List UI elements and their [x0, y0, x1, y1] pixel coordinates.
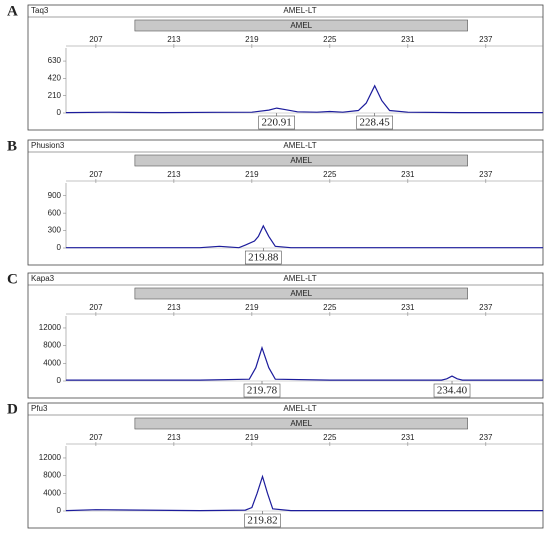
- panel-frame: [27, 4, 544, 131]
- panel-letter: C: [7, 271, 18, 287]
- y-tick-label: 12000: [39, 323, 62, 332]
- x-tick-label: 231: [401, 35, 415, 44]
- x-tick-label: 225: [323, 35, 337, 44]
- sample-name: Pfu3: [31, 404, 48, 413]
- marker-bin: [134, 154, 468, 167]
- x-tick-label: 219: [245, 35, 259, 44]
- y-tick-label: 300: [48, 226, 62, 235]
- y-tick-label: 0: [57, 243, 62, 252]
- trace: [66, 345, 543, 381]
- peak-label: 219.82: [247, 515, 277, 527]
- panel-letter: D: [7, 401, 18, 417]
- y-tick-label: 4000: [43, 358, 61, 367]
- x-tick-label: 237: [479, 35, 493, 44]
- y-tick-label: 8000: [43, 341, 61, 350]
- y-tick-label: 0: [57, 376, 62, 385]
- x-tick-label: 219: [245, 433, 259, 442]
- locus-name: AMEL-LT: [283, 141, 316, 150]
- peak-label-box: [243, 383, 281, 398]
- peak-label-box: [244, 250, 282, 265]
- peak-label: 220.91: [262, 117, 292, 129]
- peak-label: 219.78: [247, 385, 278, 397]
- panel-letter: A: [7, 3, 18, 19]
- marker-name: AMEL: [290, 289, 312, 298]
- x-tick-label: 237: [479, 433, 493, 442]
- y-tick-label: 210: [48, 91, 62, 100]
- x-tick-label: 237: [479, 170, 493, 179]
- x-tick-label: 207: [89, 303, 103, 312]
- marker-bin: [134, 19, 468, 32]
- marker-name: AMEL: [290, 21, 312, 30]
- x-tick-label: 219: [245, 303, 259, 312]
- y-tick-label: 8000: [43, 471, 61, 480]
- x-tick-label: 231: [401, 433, 415, 442]
- x-tick-label: 231: [401, 303, 415, 312]
- y-tick-label: 600: [48, 208, 62, 217]
- y-tick-label: 900: [48, 191, 62, 200]
- peak-label: 219.88: [248, 252, 279, 264]
- locus-name: AMEL-LT: [283, 6, 316, 15]
- sample-name: Taq3: [31, 6, 49, 15]
- panel-letter: B: [7, 138, 17, 154]
- x-tick-label: 225: [323, 170, 337, 179]
- sample-name: Phusion3: [31, 141, 65, 150]
- x-tick-label: 231: [401, 170, 415, 179]
- x-tick-label: 237: [479, 303, 493, 312]
- locus-name: AMEL-LT: [283, 404, 316, 413]
- y-tick-label: 4000: [43, 488, 61, 497]
- trace: [65, 84, 543, 114]
- marker-name: AMEL: [290, 156, 312, 165]
- trace: [65, 474, 543, 512]
- panel-frame: [27, 402, 544, 529]
- y-tick-label: 0: [57, 108, 62, 117]
- sample-name: Kapa3: [31, 274, 55, 283]
- peak-label-box: [356, 115, 393, 130]
- peak-label: 234.40: [437, 385, 468, 397]
- marker-name: AMEL: [290, 419, 312, 428]
- x-tick-label: 207: [89, 433, 103, 442]
- x-tick-label: 225: [323, 433, 337, 442]
- x-tick-label: 213: [167, 35, 181, 44]
- y-tick-label: 630: [48, 56, 62, 65]
- marker-bin: [134, 287, 468, 300]
- peak-label-box: [244, 513, 281, 528]
- x-tick-label: 225: [323, 303, 337, 312]
- x-tick-label: 213: [167, 433, 181, 442]
- x-tick-label: 213: [167, 303, 181, 312]
- x-tick-label: 207: [89, 35, 103, 44]
- peak-label: 228.45: [360, 117, 391, 129]
- panel-frame: [27, 139, 544, 266]
- x-tick-label: 219: [245, 170, 259, 179]
- peak-label-box: [433, 383, 471, 398]
- x-tick-label: 207: [89, 170, 103, 179]
- marker-bin: [134, 417, 468, 430]
- panel-frame: [27, 272, 544, 399]
- peak-label-box: [258, 115, 295, 130]
- x-tick-label: 213: [167, 170, 181, 179]
- y-tick-label: 420: [48, 73, 62, 82]
- trace: [66, 224, 543, 249]
- y-tick-label: 12000: [39, 453, 62, 462]
- y-tick-label: 0: [57, 506, 62, 515]
- locus-name: AMEL-LT: [283, 274, 316, 283]
